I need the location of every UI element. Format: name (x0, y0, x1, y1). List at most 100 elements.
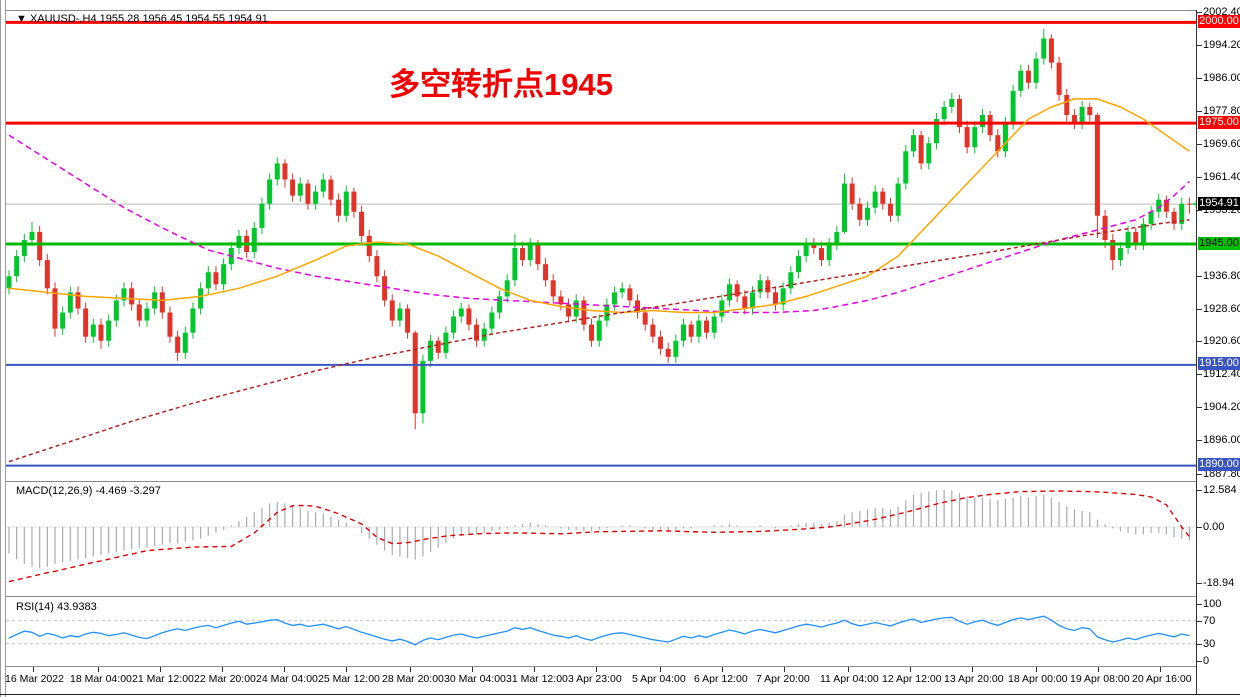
candle-body (1133, 231, 1139, 244)
candle-body (1079, 106, 1085, 124)
candle-body (1018, 70, 1024, 91)
candle-body (420, 360, 426, 414)
candle-body (1064, 94, 1070, 116)
candle-body (956, 98, 962, 128)
price-badge: 1945.00 (1198, 237, 1240, 250)
candle-body (458, 308, 464, 317)
macd-chart[interactable] (6, 482, 1196, 596)
price-tick-label: 1912.40 (1203, 368, 1240, 380)
ma-darkred (8, 219, 1190, 463)
rsi-tick-mark (1197, 644, 1202, 645)
price-tick-mark (1197, 276, 1202, 277)
time-tick-mark (160, 667, 161, 672)
candle-body (213, 272, 219, 285)
time-tick-mark (910, 667, 911, 672)
candle-body (635, 300, 641, 313)
candle-body (681, 324, 687, 341)
price-tick-mark (1197, 177, 1202, 178)
candle-body (504, 280, 510, 297)
ma-orange (8, 98, 1190, 314)
candle-body (757, 280, 763, 293)
rsi-indicator-panel[interactable]: RSI(14) 43.9383 (6, 599, 1196, 667)
candle-body (1033, 58, 1039, 83)
price-tick-mark (1197, 407, 1202, 408)
candle-body (696, 320, 702, 337)
rsi-line (8, 615, 1190, 646)
candle-body (926, 143, 932, 164)
candlestick-chart[interactable] (6, 11, 1196, 481)
candle-body (106, 320, 112, 341)
candle-body (366, 235, 372, 257)
time-label: 21 Mar 12:00 (132, 673, 194, 685)
candle-body (665, 348, 671, 357)
candle-body (650, 324, 656, 337)
price-badge: 1890.00 (1198, 458, 1240, 471)
price-tick-label: 1920.60 (1203, 335, 1240, 347)
candle-body (857, 203, 863, 220)
time-axis[interactable]: 16 Mar 2022 18 Mar 04:00 21 Mar 12:00 22 Ma… (5, 667, 1196, 694)
price-tick-label: 1977.80 (1203, 105, 1240, 117)
candle-body (1094, 115, 1100, 216)
candle-body (144, 308, 150, 321)
candle-body (175, 336, 181, 353)
price-tick-label: 1986.00 (1203, 72, 1240, 84)
candle-body (405, 308, 411, 333)
time-label: 31 Mar 12:00 (506, 673, 568, 685)
macd-indicator-panel[interactable]: MACD(12,26,9) -4.469 -3.297 (6, 482, 1196, 597)
main-chart-panel[interactable]: ▼ XAUUSD-,H4 1955.28 1956.45 1954.55 195… (6, 10, 1196, 482)
time-label: 3 Apr 23:00 (568, 673, 622, 685)
candle-body (1156, 199, 1162, 212)
rsi-tick-mark (1197, 661, 1202, 662)
candle-body (704, 320, 710, 333)
macd-tick-label: 12.584 (1203, 484, 1237, 496)
axis-separator (1196, 10, 1197, 694)
candle-body (1179, 203, 1185, 224)
candle-body (489, 312, 495, 329)
candle-body (658, 336, 664, 349)
candle-body (320, 179, 326, 192)
candle-body (428, 340, 434, 361)
candle-body (389, 300, 395, 321)
candle-body (711, 316, 717, 333)
time-tick-mark (1098, 667, 1099, 672)
candle-body (205, 272, 211, 289)
time-tick-mark (660, 667, 661, 672)
price-tick-mark (1197, 474, 1202, 475)
time-label: 22 Mar 20:00 (194, 673, 256, 685)
candle-body (979, 115, 985, 128)
candle-body (113, 300, 119, 321)
candle-body (1071, 115, 1077, 124)
candle-body (1087, 106, 1093, 116)
candle-body (535, 244, 541, 265)
time-tick-mark (1160, 667, 1161, 672)
rsi-tick-label: 70 (1203, 615, 1216, 627)
candle-body (1117, 248, 1123, 261)
candle-body (849, 183, 855, 204)
candle-body (1171, 211, 1177, 224)
price-axis[interactable]: 2002.40 1994.20 1986.00 1977.80 1969.60 1961.… (1197, 0, 1240, 694)
candle-body (136, 304, 142, 321)
macd-tick-label: -18.94 (1203, 577, 1235, 589)
candle-body (841, 183, 847, 232)
rsi-tick-label: 0 (1203, 655, 1210, 667)
candle-body (688, 324, 694, 337)
rsi-chart[interactable] (6, 599, 1196, 666)
time-tick-mark (222, 667, 223, 672)
time-label: 6 Apr 12:00 (694, 673, 748, 685)
candle-body (29, 231, 35, 240)
candle-body (182, 332, 188, 353)
candle-body (297, 183, 303, 196)
candle-body (382, 276, 388, 301)
price-tick-mark (1197, 341, 1202, 342)
candle-body (351, 191, 357, 212)
candle-body (550, 280, 556, 297)
candle-body (282, 163, 288, 180)
candle-body (14, 256, 20, 277)
time-tick-mark (784, 667, 785, 672)
candle-body (52, 288, 58, 329)
candle-body (290, 179, 296, 196)
price-tick-mark (1197, 440, 1202, 441)
price-tick-label: 1928.60 (1203, 303, 1240, 315)
candle-body (803, 244, 809, 257)
